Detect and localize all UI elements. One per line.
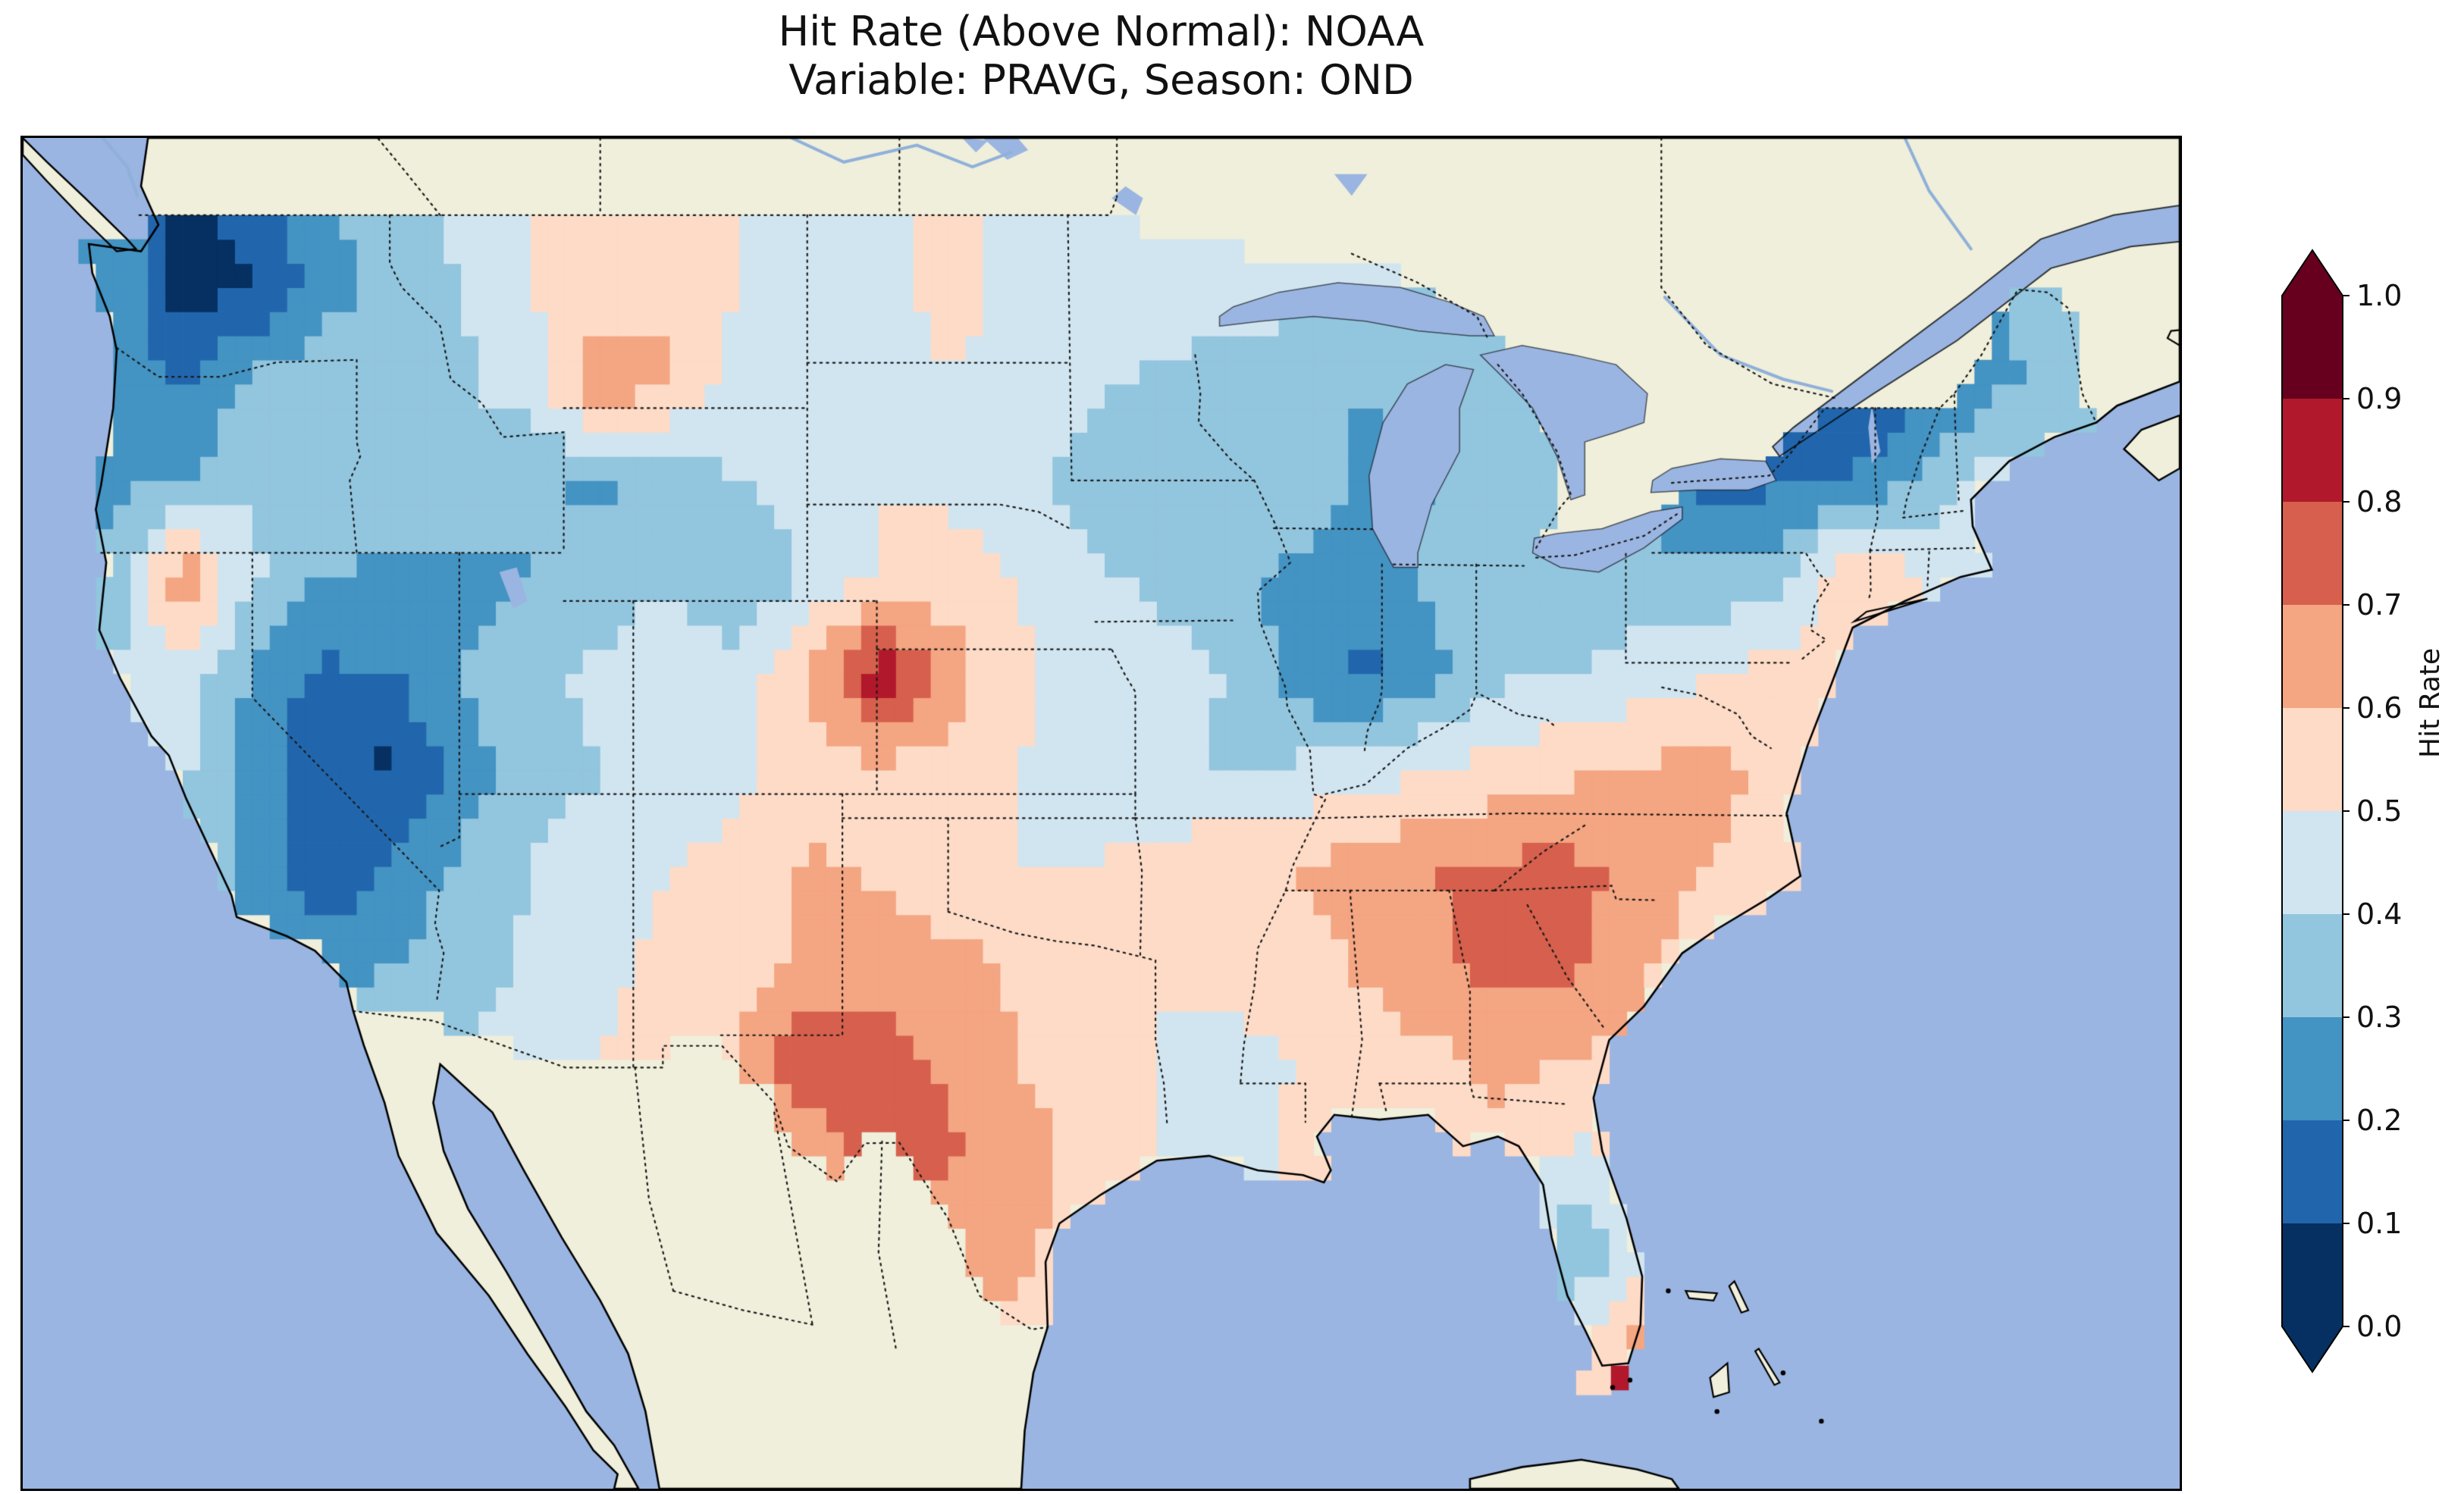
colorbar-tick-label: 0.7 <box>2356 588 2402 622</box>
colorbar-label: Hit Rate <box>2415 647 2446 758</box>
colorbar-tick-label: 1.0 <box>2356 279 2402 312</box>
us-hit-rate-heatmap <box>23 138 2180 1489</box>
colorbar-tick-label: 0.2 <box>2356 1104 2402 1137</box>
colorbar-band <box>2282 914 2343 1018</box>
colorbar-tick-label: 0.1 <box>2356 1207 2402 1240</box>
colorbar-band <box>2282 811 2343 915</box>
colorbar-tick-label: 0.4 <box>2356 897 2402 931</box>
colorbar-band <box>2282 502 2343 606</box>
chart-title-line1: Hit Rate (Above Normal): NOAA <box>778 8 1425 55</box>
colorbar-band <box>2282 1223 2343 1327</box>
colorbar-band <box>2282 1120 2343 1224</box>
chart-title: Hit Rate (Above Normal): NOAA Variable: … <box>20 8 2182 105</box>
colorbar-tick-label: 0.8 <box>2356 485 2402 518</box>
colorbar-tick-label: 0.3 <box>2356 1001 2402 1034</box>
colorbar-band <box>2282 605 2343 709</box>
colorbar-arrow-over <box>2282 250 2343 296</box>
colorbar-tick-label: 0.0 <box>2356 1310 2402 1343</box>
colorbar-tick-label: 0.9 <box>2356 382 2402 415</box>
colorbar-band <box>2282 296 2343 399</box>
colorbar: 1.0 0.9 0.8 0.7 0.6 0.5 0.4 0.3 0.2 0.1 0.0 <box>2281 249 2402 1373</box>
colorbar-tick-label: 0.6 <box>2356 691 2402 725</box>
colorbar-band <box>2282 399 2343 503</box>
colorbar-arrow-under <box>2282 1326 2343 1372</box>
colorbar-tick-label: 0.5 <box>2356 794 2402 828</box>
chart-title-line2: Variable: PRAVG, Season: OND <box>788 56 1414 104</box>
map-frame <box>20 136 2182 1491</box>
colorbar-band <box>2282 708 2343 812</box>
colorbar-band <box>2282 1017 2343 1121</box>
